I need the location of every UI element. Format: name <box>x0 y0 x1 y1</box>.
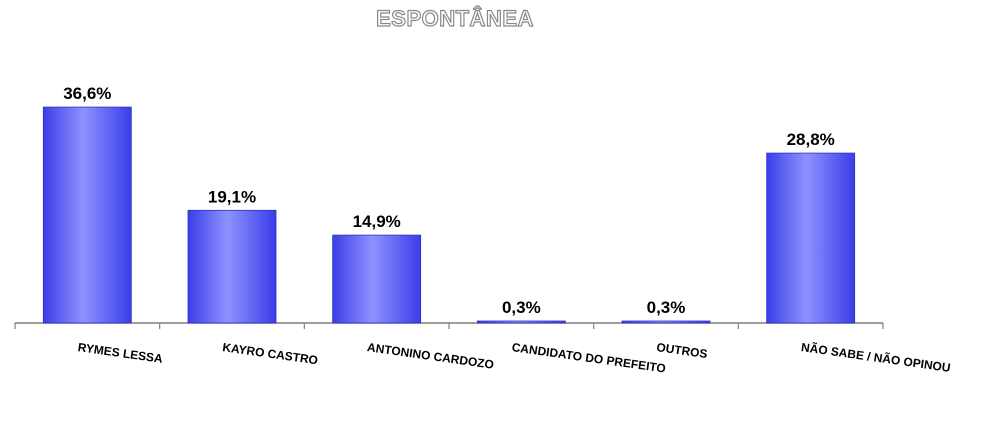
category-label: RYMES LESSA <box>77 340 164 366</box>
bar <box>187 209 277 324</box>
category-labels-group: RYMES LESSA KAYRO CASTRO ANTONINO CARDOZO C… <box>77 339 952 375</box>
bar <box>332 234 422 324</box>
bar-value-label: 0,3% <box>647 298 686 317</box>
bar <box>476 320 566 324</box>
chart-title: ESPONTÂNEA <box>375 5 534 31</box>
category-label: KAYRO CASTRO <box>222 340 319 367</box>
category-label: CANDIDATO DO PREFEITO <box>511 340 667 375</box>
bar-value-label: 36,6% <box>63 84 111 103</box>
bar <box>621 320 711 324</box>
bar <box>766 152 856 324</box>
bar <box>42 106 132 324</box>
category-label: NÃO SABE / NÃO OPINOU <box>800 339 951 375</box>
bar-value-label: 28,8% <box>787 130 835 149</box>
data-labels-group: 36,6% 19,1% 14,9% 0,3% 0,3% 28,8% <box>63 84 835 317</box>
bar-value-label: 0,3% <box>502 298 541 317</box>
bar-value-label: 14,9% <box>353 212 401 231</box>
category-label: ANTONINO CARDOZO <box>366 340 494 372</box>
bar-value-label: 19,1% <box>208 187 256 206</box>
chart-title-container: ESPONTÂNEA <box>0 5 910 32</box>
bars-group <box>42 106 856 324</box>
x-axis-ticks <box>14 323 884 329</box>
category-label: OUTROS <box>656 340 709 361</box>
